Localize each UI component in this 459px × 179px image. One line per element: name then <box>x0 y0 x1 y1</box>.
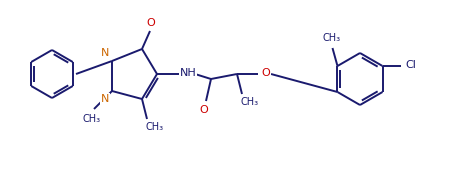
Text: N: N <box>101 94 109 104</box>
Text: CH₃: CH₃ <box>241 97 259 107</box>
Text: CH₃: CH₃ <box>83 114 101 124</box>
Text: Cl: Cl <box>405 60 416 70</box>
Text: CH₃: CH₃ <box>146 122 164 132</box>
Text: O: O <box>200 105 208 115</box>
Text: N: N <box>101 48 109 58</box>
Text: O: O <box>262 68 270 78</box>
Text: CH₃: CH₃ <box>322 33 341 43</box>
Text: O: O <box>146 18 156 28</box>
Text: NH: NH <box>179 68 196 78</box>
